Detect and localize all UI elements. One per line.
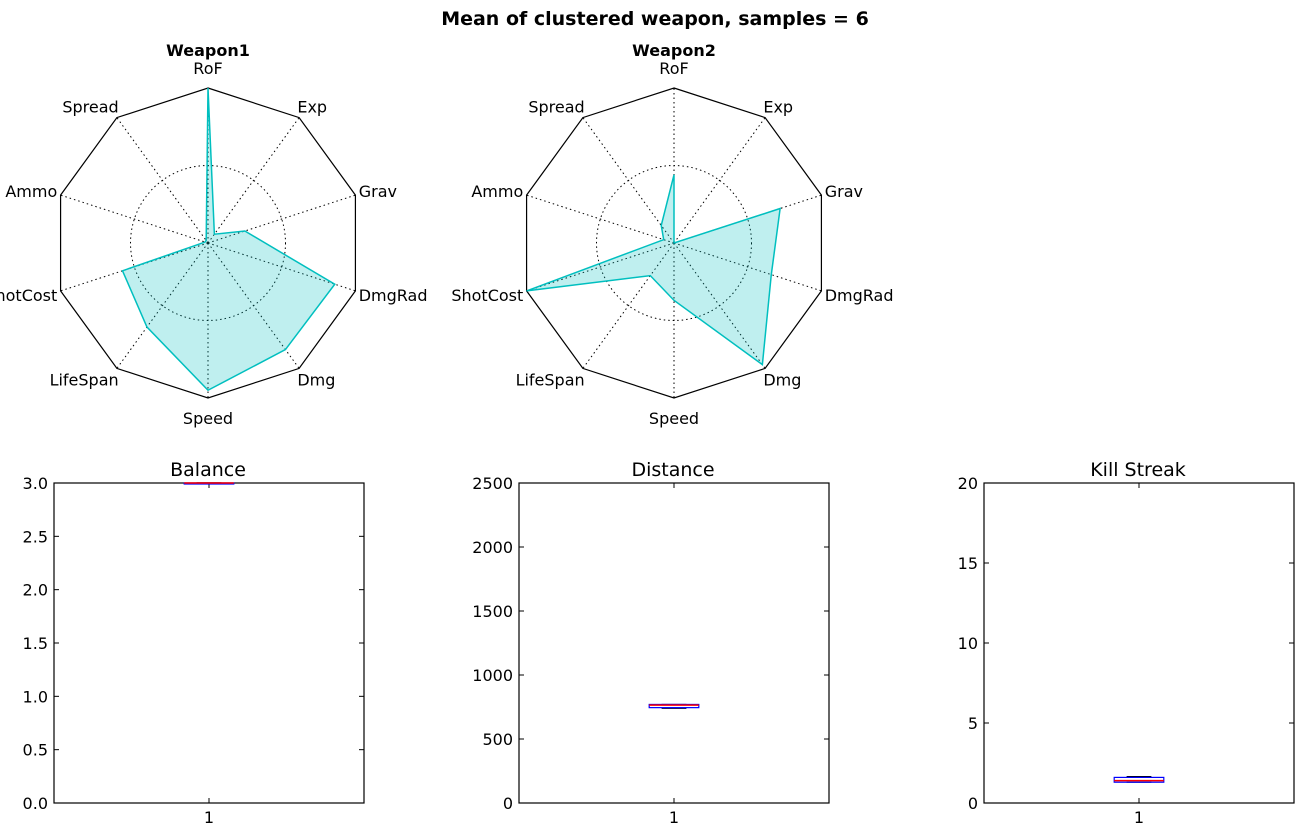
- plot-frame: [518, 482, 830, 804]
- box-plot-title: Kill Streak: [1090, 459, 1186, 481]
- radar-axis-label: Grav: [825, 182, 863, 201]
- radar-title: Weapon1: [166, 41, 250, 60]
- y-tick-label: 0: [968, 794, 978, 813]
- y-tick-label: 500: [482, 730, 513, 749]
- y-tick-label: 2500: [472, 474, 513, 493]
- radar-axis-label: RoF: [659, 59, 688, 78]
- radar-spoke: [207, 194, 356, 244]
- radar-axis-label: Exp: [297, 97, 327, 116]
- y-tick-label: 2.0: [23, 581, 48, 600]
- plot-frame: [983, 482, 1295, 804]
- radar-axis-label: Speed: [649, 409, 699, 428]
- radar-axis-label: Spread: [62, 97, 118, 116]
- radar-axis-label: Exp: [763, 97, 793, 116]
- y-tick-label: 10: [958, 634, 978, 653]
- radar-spoke: [207, 242, 356, 292]
- radar-axis-label: Dmg: [297, 371, 335, 390]
- radar-axis-label: LifeSpan: [516, 371, 585, 390]
- radar-title: Weapon2: [632, 41, 716, 60]
- box-plot-kill-streak: Kill Streak 0 5 10 15 20 1: [958, 459, 1295, 827]
- radar-spoke: [60, 194, 209, 244]
- radar-axis-label: DmgRad: [359, 286, 428, 305]
- radar-axis-label: Ammo: [5, 182, 57, 201]
- radar-spoke: [207, 117, 300, 244]
- radar-axis-label: Spread: [528, 97, 584, 116]
- y-tick-label: 15: [958, 554, 978, 573]
- radar-axis-label: ShotCost: [0, 286, 57, 305]
- radar-series-area: [526, 174, 782, 367]
- y-tick-label: 20: [958, 474, 978, 493]
- radar-spoke: [526, 242, 675, 292]
- radar-spoke: [582, 242, 675, 369]
- radar-axis-label: Dmg: [763, 371, 801, 390]
- box-plot-title: Distance: [631, 459, 714, 481]
- figure-title: Mean of clustered weapon, samples = 6: [441, 8, 869, 30]
- radar-spoke: [673, 117, 766, 244]
- radar-axis-label: Grav: [359, 182, 397, 201]
- radar-axis-label: ShotCost: [451, 286, 523, 305]
- y-tick-label: 3.0: [23, 474, 48, 493]
- box-plot-distance: Distance 0 500 1000 1500 2000 2500 1: [472, 459, 830, 827]
- radar-grid-ring: [130, 165, 286, 321]
- radar-spoke: [116, 242, 209, 369]
- y-tick-label: 1.5: [23, 634, 48, 653]
- radar-frame: [59, 87, 357, 399]
- radar-chart-weapon1: Weapon1 RoF Exp Grav DmgRad Dmg Speed LifeSpan…: [0, 41, 428, 428]
- radar-frame: [525, 87, 823, 399]
- box-body: [1113, 776, 1165, 783]
- y-tick-label: 0.0: [23, 794, 48, 813]
- y-tick-label: 0.5: [23, 741, 48, 760]
- box-plot-title: Balance: [170, 459, 246, 481]
- y-tick-label: 1.0: [23, 687, 48, 706]
- y-tick-label: 2.5: [23, 527, 48, 546]
- radar-series-area: [121, 87, 336, 392]
- radar-axis-label: Speed: [183, 409, 233, 428]
- x-tick-label: 1: [1134, 808, 1144, 827]
- radar-axis-label: DmgRad: [825, 286, 894, 305]
- x-tick-label: 1: [669, 808, 679, 827]
- radar-axis-label: Ammo: [471, 182, 523, 201]
- radar-spoke: [673, 242, 822, 292]
- y-tick-label: 5: [968, 714, 978, 733]
- radar-chart-weapon2: Weapon2 RoF Exp Grav DmgRad Dmg Speed LifeSpan…: [451, 41, 893, 428]
- radar-grid-ring: [596, 165, 752, 321]
- radar-spoke: [526, 194, 675, 244]
- y-tick-label: 2000: [472, 538, 513, 557]
- radar-axis-label: RoF: [193, 59, 222, 78]
- plot-frame: [53, 482, 365, 804]
- x-tick-label: 1: [204, 808, 214, 827]
- y-tick-label: 0: [503, 794, 513, 813]
- box-plot-balance: Balance 0.0 0.5 1.0 1.5 2.0 2.5 3.0 1: [23, 459, 365, 827]
- radar-axis-label: LifeSpan: [50, 371, 119, 390]
- y-tick-label: 1500: [472, 602, 513, 621]
- y-tick-label: 1000: [472, 666, 513, 685]
